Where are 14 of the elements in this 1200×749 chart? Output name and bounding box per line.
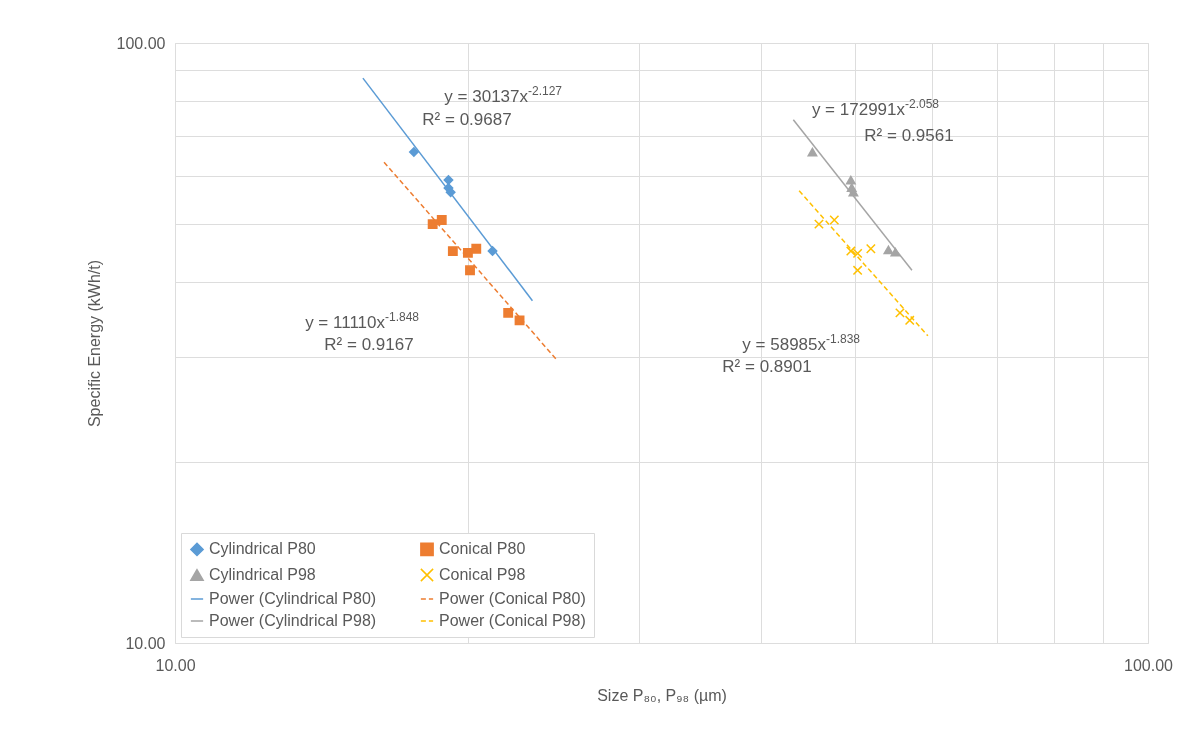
x-axis-title: Size P₈₀, P₉₈ (µm) bbox=[597, 686, 727, 704]
legend-label: Power (Conical P98) bbox=[439, 612, 586, 629]
legend-label: Power (Cylindrical P80) bbox=[209, 590, 377, 607]
legend-label: Conical P80 bbox=[439, 540, 526, 558]
annotation: R² = 0.9687 bbox=[422, 110, 512, 129]
annotation: R² = 0.9561 bbox=[864, 126, 954, 145]
y-axis-title: Specific Energy (kWh/t) bbox=[85, 259, 103, 428]
annotation: R² = 0.9167 bbox=[324, 335, 414, 354]
legend-label: Cylindrical P98 bbox=[209, 566, 316, 583]
annotation: R² = 0.8901 bbox=[722, 357, 812, 376]
legend-label: Power (Cylindrical P98) bbox=[209, 612, 377, 629]
legend-label: Cylindrical P80 bbox=[209, 540, 316, 558]
legend-label: Conical P98 bbox=[439, 566, 526, 583]
legend-label: Power (Conical P80) bbox=[439, 590, 586, 607]
